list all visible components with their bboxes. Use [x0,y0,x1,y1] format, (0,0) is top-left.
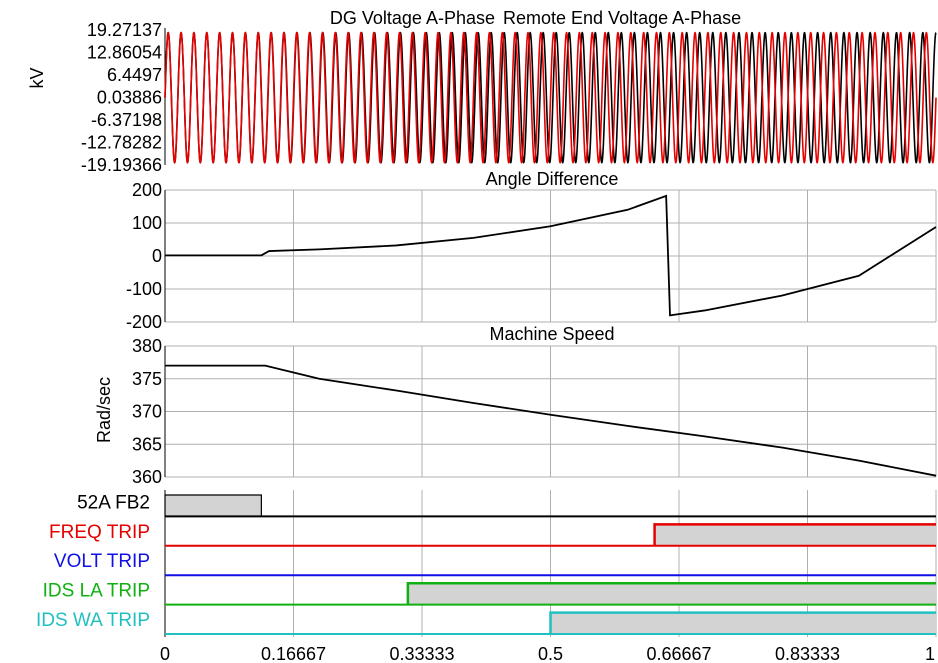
voltage-panel: DG Voltage A-Phase Remote End Voltage A-… [27,8,937,175]
y-tick-label: 19.27137 [87,20,162,40]
y-tick-label: 0 [152,246,162,266]
voltage-title-remote: Remote End Voltage A-Phase [503,8,741,28]
channel-high-region [165,495,262,517]
machine-speed-line [165,364,937,477]
angle-difference-line [165,194,937,317]
channel-label: 52A FB2 [77,492,150,513]
channel-high-region [407,583,936,605]
channel-high-edge [653,523,936,546]
speed-grid [164,345,937,478]
x-tick-label: 0.83333 [775,644,840,663]
digital-channels: 52A FB2 FREQ TRIP VOLT TRIP IDS LA TRIP IDS … [36,492,936,635]
y-tick-label: 360 [132,467,162,487]
x-axis-ticks: 0 0.16667 0.33333 0.5 0.66667 0.83333 1 [160,644,935,663]
channel-high-edge [406,581,936,605]
y-tick-label: 6.4497 [107,65,162,85]
angle-title: Angle Difference [486,169,619,189]
channel-high-region [654,524,936,546]
channel-label: FREQ TRIP [49,522,150,543]
speed-y-ticks: 380 375 370 365 360 [132,336,162,487]
x-tick-label: 0.66667 [646,644,711,663]
y-tick-label: -12.78282 [81,133,162,153]
y-tick-label: -200 [126,312,162,332]
channel-label: IDS LA TRIP [43,581,150,602]
y-tick-label: 365 [132,434,162,454]
channel-label: VOLT TRIP [54,551,150,572]
y-tick-label: 200 [132,180,162,200]
voltage-ylabel: kV [27,67,47,88]
voltage-title-dg: DG Voltage A-Phase [330,8,495,28]
y-tick-label: 380 [132,336,162,356]
speed-title: Machine Speed [489,324,614,344]
channel-label: IDS WA TRIP [36,610,150,631]
x-tick-label: 0 [160,644,170,663]
speed-ylabel: Rad/sec [94,377,114,443]
channel-high-edge [549,611,936,634]
y-tick-label: 12.86054 [87,42,162,62]
speed-panel: Machine Speed Rad/sec 380 375 370 365 360 [94,324,937,487]
y-tick-label: -100 [126,279,162,299]
x-tick-label: 1 [925,644,935,663]
x-tick-label: 0.5 [538,644,563,663]
y-tick-label: 375 [132,369,162,389]
angle-grid [164,189,937,323]
speed-series [165,364,937,477]
digital-grid [164,490,937,637]
angle-y-ticks: 200 100 0 -100 -200 [126,180,162,332]
channel-high-edge [164,494,262,517]
x-tick-label: 0.33333 [389,644,454,663]
digital-panel: 52A FB2 FREQ TRIP VOLT TRIP IDS LA TRIP IDS … [36,490,937,637]
angle-panel: Angle Difference 200 100 0 -100 -200 [126,169,937,332]
y-tick-label: -19.19366 [81,155,162,175]
y-tick-label: 370 [132,402,162,422]
y-tick-label: 100 [132,213,162,233]
y-tick-label: 0.03886 [97,87,162,107]
x-tick-label: 0.16667 [261,644,326,663]
y-tick-label: -6.37198 [91,110,162,130]
voltage-series [164,28,937,165]
channel-high-region [550,612,936,634]
angle-series [165,194,937,317]
remote-voltage-line [164,31,937,164]
